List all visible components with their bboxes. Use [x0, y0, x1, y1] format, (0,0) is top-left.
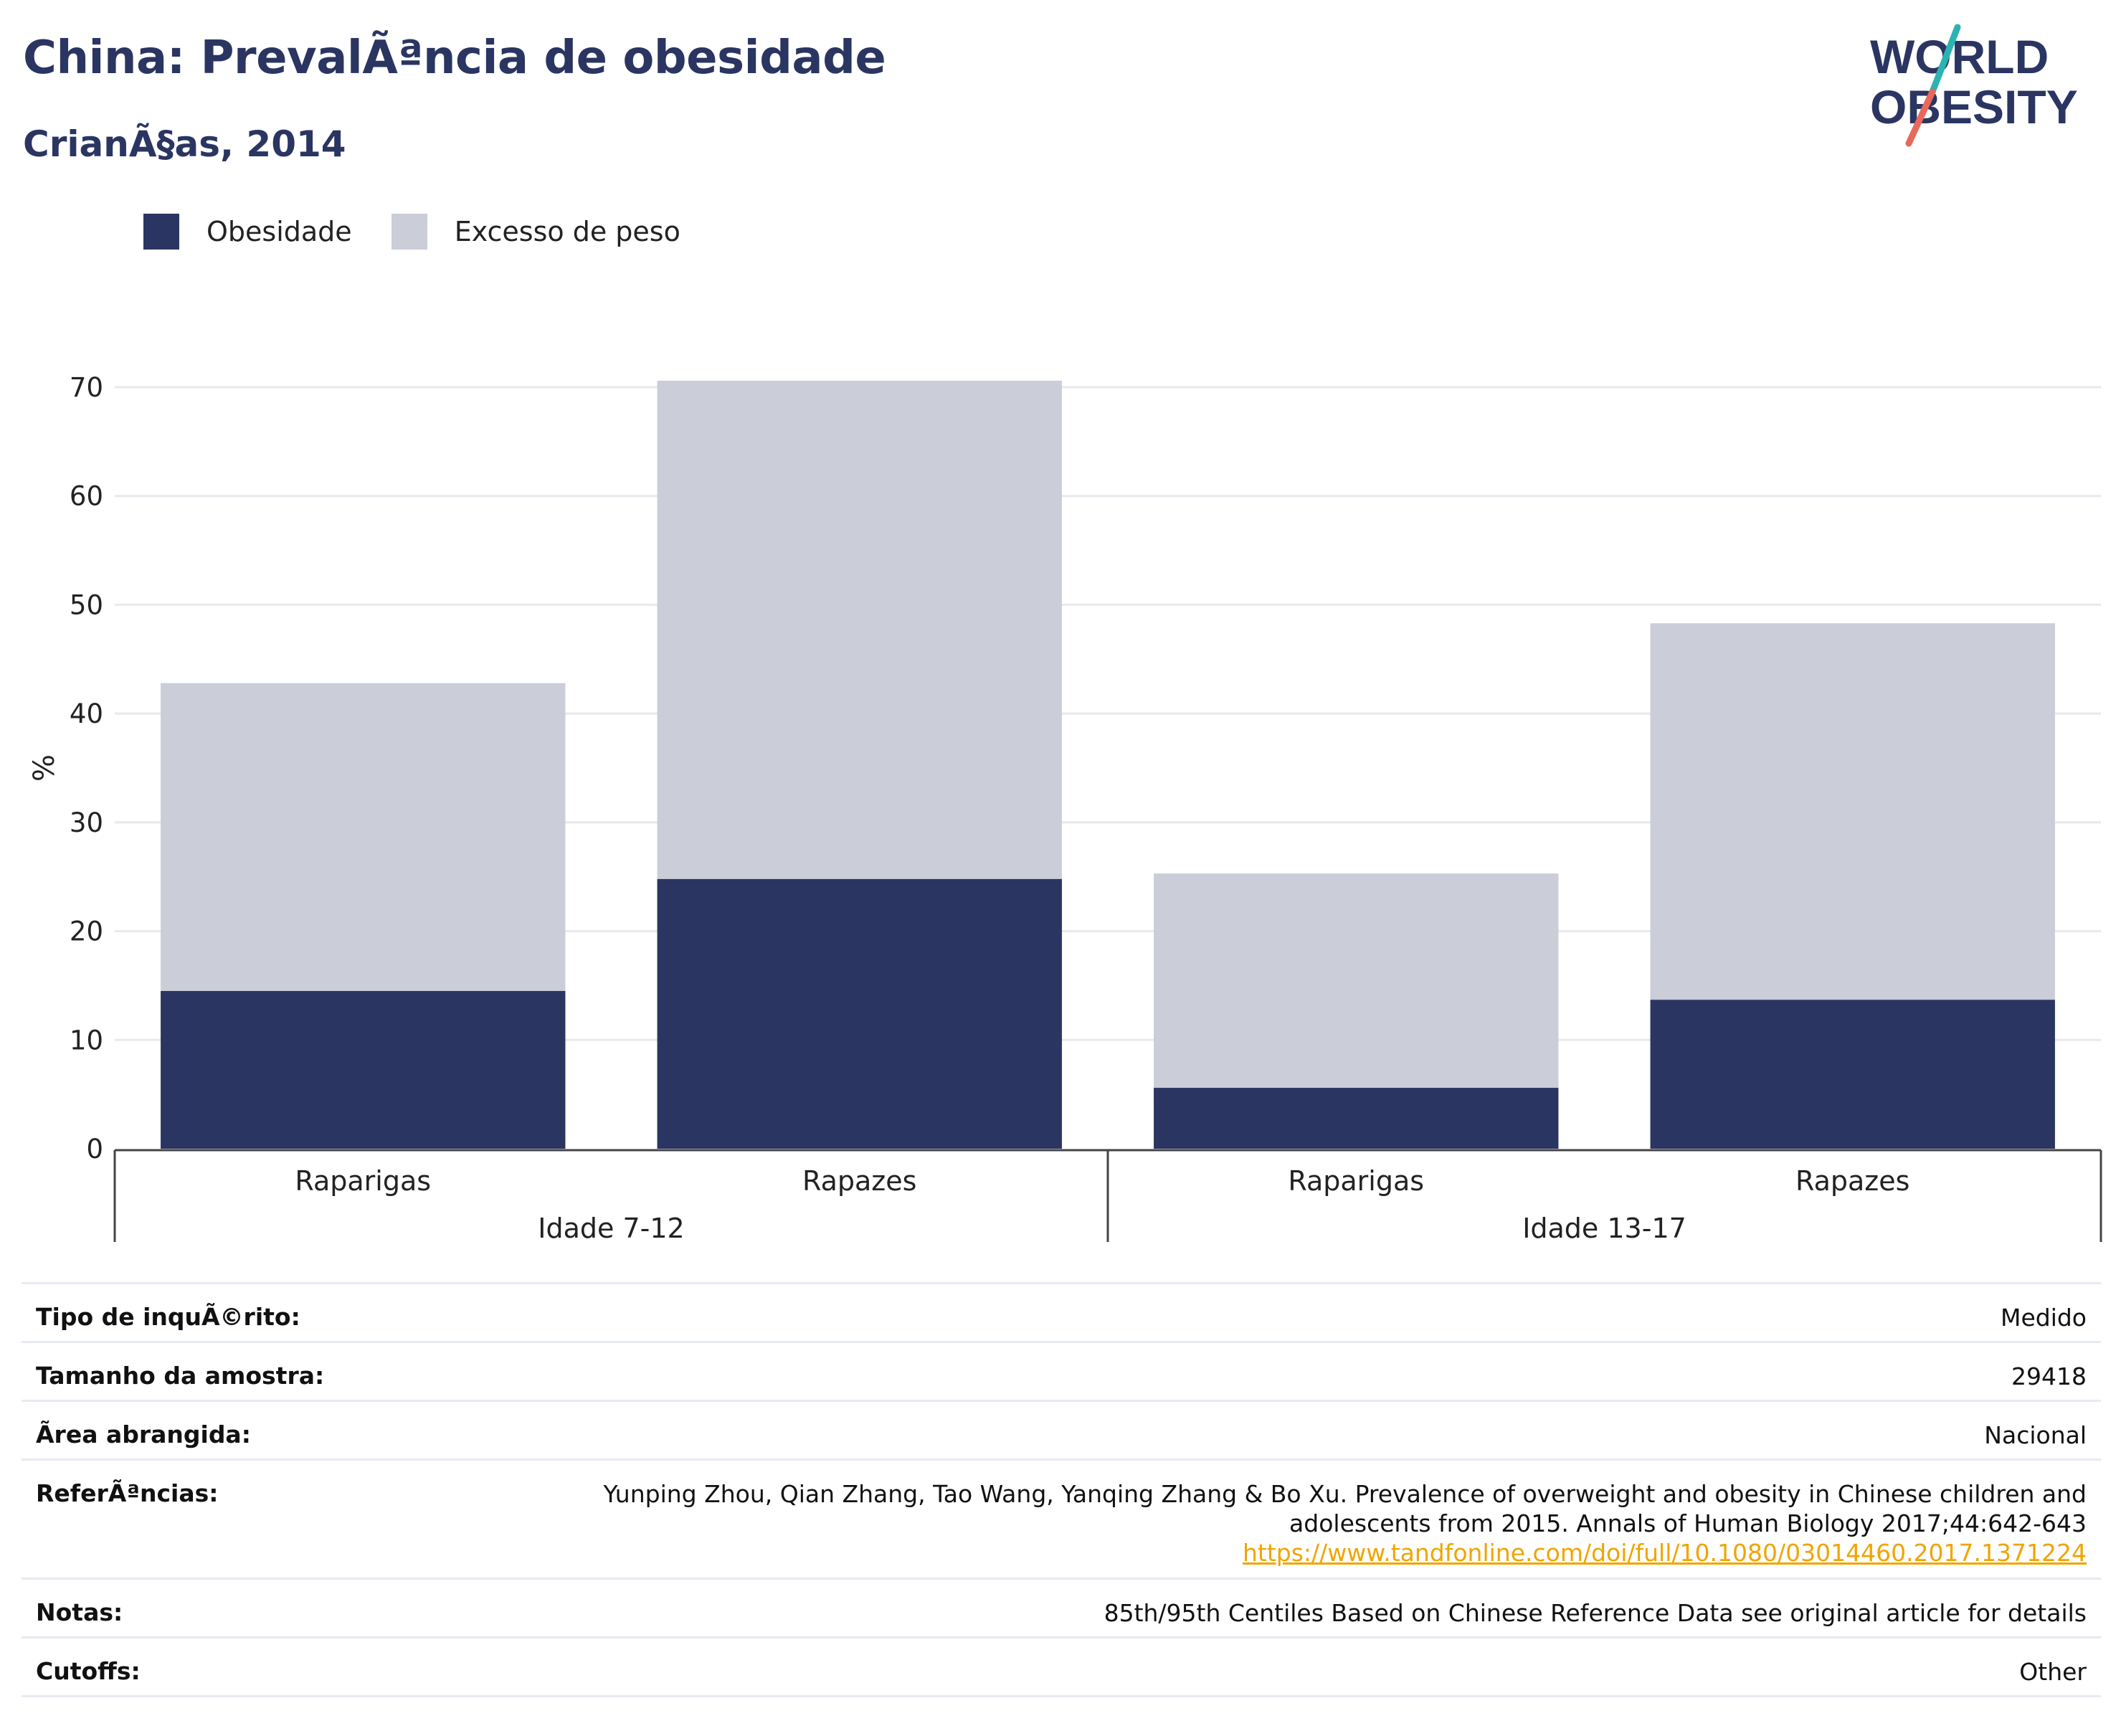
info-key: Cutoffs:	[22, 1636, 382, 1697]
reference-link[interactable]: https://www.tandfonline.com/doi/full/10.…	[1243, 1539, 2087, 1567]
bar-excesso-de-peso	[1650, 623, 2055, 1000]
info-value: Yunping Zhou, Qian Zhang, Tao Wang, Yanq…	[381, 1458, 2101, 1579]
y-tick-label: 30	[70, 807, 103, 838]
info-value: Medido	[381, 1282, 2101, 1342]
x-tick-label: Raparigas	[1288, 1165, 1424, 1197]
logo-line-1: WORLD	[1870, 30, 2049, 83]
info-value: Other	[381, 1636, 2101, 1697]
info-value: 85th/95th Centiles Based on Chinese Refe…	[381, 1578, 2101, 1638]
info-row-survey-type: Tipo de inquÃ©rito: Medido	[22, 1282, 2101, 1342]
bar-obesidade	[1154, 1088, 1559, 1149]
info-row-notes: Notas: 85th/95th Centiles Based on Chine…	[22, 1578, 2101, 1638]
info-key: Notas:	[22, 1578, 382, 1638]
legend-item-obesidade[interactable]: Obesidade	[143, 214, 352, 250]
x-tick-label: Raparigas	[295, 1165, 431, 1197]
y-tick-label: 50	[70, 589, 103, 620]
info-key: Tipo de inquÃ©rito:	[22, 1282, 382, 1342]
info-key: Tamanho da amostra:	[22, 1341, 382, 1401]
y-tick-label: 40	[70, 698, 103, 729]
page-subtitle: CrianÃ§as, 2014	[23, 123, 346, 165]
bar-excesso-de-peso	[1154, 873, 1559, 1088]
logo-slash-top	[1929, 24, 1961, 95]
logo-line-2: OBESITY	[1870, 80, 2078, 133]
x-tick-label: Rapazes	[1795, 1165, 1909, 1197]
y-tick-label: 60	[70, 481, 103, 512]
reference-line: adolescents from 2015. Annals of Human B…	[1289, 1509, 2087, 1537]
legend-swatch-obesidade	[143, 214, 179, 250]
x-group-label: Idade 7-12	[538, 1213, 684, 1244]
chart-legend: Obesidade Excesso de peso	[143, 214, 720, 250]
legend-label-obesidade: Obesidade	[207, 216, 352, 247]
bar-obesidade	[1650, 1000, 2055, 1149]
x-group-label: Idade 13-17	[1522, 1213, 1686, 1244]
bar-excesso-de-peso	[657, 380, 1062, 879]
legend-label-excesso-de-peso: Excesso de peso	[454, 216, 680, 247]
logo-slash-bottom	[1905, 88, 1936, 147]
world-obesity-logo: WORLD OBESITY	[1870, 24, 2078, 147]
page-title: China: PrevalÃªncia de obesidade	[23, 32, 886, 85]
info-key: ReferÃªncias:	[22, 1458, 382, 1579]
y-tick-label: 10	[70, 1025, 103, 1056]
info-value: Nacional	[381, 1400, 2101, 1460]
y-axis-label: %	[28, 754, 61, 782]
x-tick-label: Rapazes	[802, 1165, 916, 1197]
bar-excesso-de-peso	[161, 683, 566, 992]
info-row-cutoffs: Cutoffs: Other	[22, 1636, 2101, 1697]
info-row-references: ReferÃªncias: Yunping Zhou, Qian Zhang, …	[22, 1458, 2101, 1579]
info-value: 29418	[381, 1341, 2101, 1401]
info-key: Ãrea abrangida:	[22, 1400, 382, 1460]
bar-obesidade	[657, 878, 1062, 1149]
y-tick-label: 70	[70, 372, 103, 403]
survey-info-table: Tipo de inquÃ©rito: Medido Tamanho da am…	[22, 1282, 2101, 1697]
bar-obesidade	[161, 991, 566, 1149]
legend-swatch-excesso-de-peso	[391, 214, 427, 250]
y-tick-label: 20	[70, 916, 103, 947]
y-tick-label: 0	[86, 1134, 103, 1165]
info-row-area: Ãrea abrangida: Nacional	[22, 1400, 2101, 1460]
legend-item-excesso-de-peso[interactable]: Excesso de peso	[391, 214, 680, 250]
bar-chart: 0 10 20 30 40 50 60 70% Raparigas Rapazes Rapariga…	[28, 372, 2102, 1244]
info-row-sample-size: Tamanho da amostra: 29418	[22, 1341, 2101, 1401]
reference-line: Yunping Zhou, Qian Zhang, Tao Wang, Yanq…	[603, 1480, 2087, 1508]
